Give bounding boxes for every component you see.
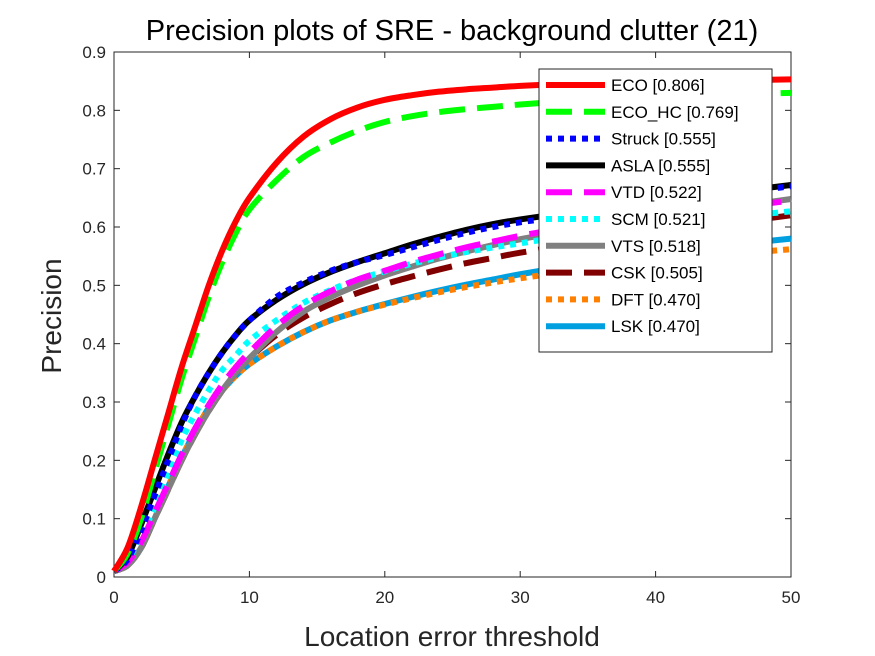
chart-title: Precision plots of SRE - background clut…: [146, 15, 759, 47]
y-tick-label: 0.9: [82, 43, 106, 62]
y-tick-label: 0.1: [82, 510, 106, 529]
x-axis-label: Location error threshold: [304, 621, 600, 652]
legend-label: CSK [0.505]: [611, 264, 703, 283]
legend-label: VTS [0.518]: [611, 237, 701, 256]
y-tick-label: 0.7: [82, 160, 106, 179]
y-axis-label: Precision: [36, 258, 67, 373]
legend-label: VTD [0.522]: [611, 183, 702, 202]
legend-label: Struck [0.555]: [611, 130, 716, 149]
legend: ECO [0.806] ECO_HC [0.769] Struck [0.555] A…: [538, 68, 773, 353]
x-tick-label: 20: [375, 588, 394, 607]
y-tick-label: 0: [97, 568, 106, 587]
y-tick-label: 0.6: [82, 218, 106, 237]
tick-layer: 0 10 20 30 40 50 0 0.1 0.2 0.3 0.4 0.5 0.6 0.7 0.8 0.9: [82, 43, 800, 607]
legend-label: DFT [0.470]: [611, 290, 700, 309]
y-tick-label: 0.3: [82, 393, 106, 412]
y-tick-label: 0.8: [82, 101, 106, 120]
legend-box: [538, 68, 773, 353]
x-tick-label: 50: [782, 588, 801, 607]
y-tick-label: 0.5: [82, 276, 106, 295]
legend-label: ECO [0.806]: [611, 76, 705, 95]
legend-label: SCM [0.521]: [611, 210, 706, 229]
y-tick-label: 0.4: [82, 335, 106, 354]
legend-label: ASLA [0.555]: [611, 156, 710, 175]
x-tick-label: 30: [511, 588, 530, 607]
x-tick-label: 10: [240, 588, 259, 607]
series-line-4: [112, 197, 792, 574]
x-tick-label: 0: [109, 588, 118, 607]
legend-label: LSK [0.470]: [611, 317, 700, 336]
series-line-2: [112, 183, 792, 574]
x-tick-label: 40: [646, 588, 665, 607]
y-tick-label: 0.2: [82, 451, 106, 470]
legend-label: ECO_HC [0.769]: [611, 103, 739, 122]
